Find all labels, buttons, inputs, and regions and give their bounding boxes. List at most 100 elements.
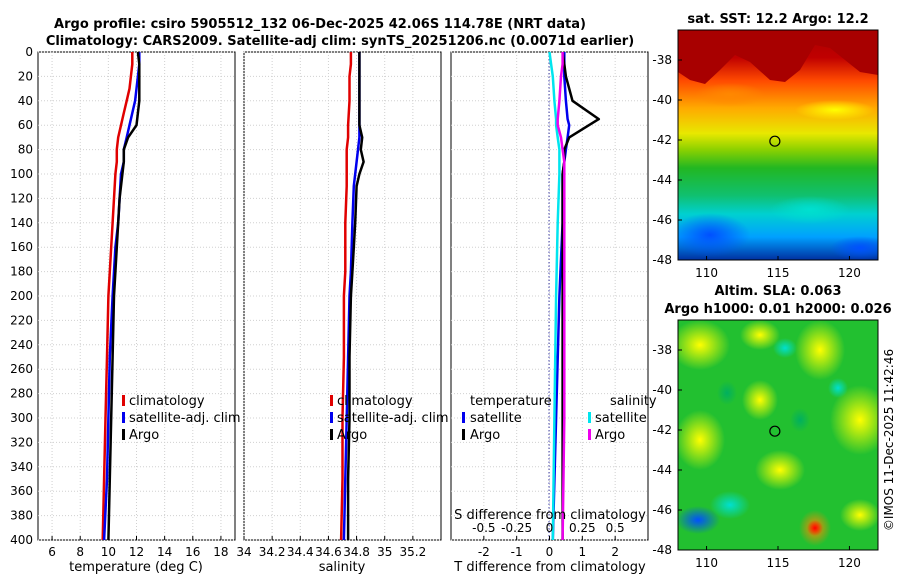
x-tick-label: 14 xyxy=(157,545,172,559)
depth-tick-label: 340 xyxy=(10,460,33,474)
lat-tick-label: -46 xyxy=(652,213,672,227)
x-tick-label: 1 xyxy=(579,545,587,559)
x-tick-label: 2 xyxy=(611,545,619,559)
lon-tick-label: 110 xyxy=(695,556,718,570)
series-line-temperature-argo xyxy=(561,51,601,540)
salinity-panel: 34 34.2 34.4 34.6 34.8 35 35.2 salinity climat… xyxy=(236,51,449,575)
lat-tick-label: -44 xyxy=(652,463,672,477)
t-difference-tick-labels: -2 -1 0 1 2 xyxy=(478,536,619,559)
salinity-grid xyxy=(243,51,441,541)
x-tick-label: 0 xyxy=(546,545,554,559)
temperature-panel: 0 20 40 60 80 100 120 140 160 180 200 220 240 260 280 3… xyxy=(10,45,241,575)
legend-swatch-climatology xyxy=(330,395,333,406)
legend-header-temperature: temperature xyxy=(470,394,552,409)
lon-tick-label: 115 xyxy=(767,556,790,570)
sla-heatmap xyxy=(678,320,878,550)
legend-swatch-s-satellite xyxy=(588,412,591,423)
sla-map-panel: Altim. SLA: 0.063 Argo h1000: 0.01 h2000… xyxy=(652,284,891,570)
s-difference-label: S difference from climatology xyxy=(454,508,646,523)
s-tick-label: -0.5 xyxy=(472,521,495,535)
temperature-xlabel: temperature (deg C) xyxy=(69,560,203,575)
lat-tick-label: -48 xyxy=(652,543,672,557)
s-tick-label: 0.25 xyxy=(569,521,596,535)
sla-lat-tick-labels: -38 -40 -42 -44 -46 -48 xyxy=(652,343,682,557)
legend-swatch-s-argo xyxy=(588,429,591,440)
temperature-lines xyxy=(101,51,141,541)
legend-swatch-satellite xyxy=(330,412,333,423)
depth-tick-label: 220 xyxy=(10,313,33,327)
lat-tick-label: -46 xyxy=(652,503,672,517)
temperature-legend: climatology satellite-adj. clim Argo xyxy=(122,394,241,443)
series-line-argo xyxy=(107,51,141,541)
salinity-tick-labels: 34 34.2 34.4 34.6 34.8 35 35.2 xyxy=(236,536,426,559)
legend-swatch-climatology xyxy=(122,395,125,406)
imos-watermark: ©IMOS 11-Dec-2025 11:42:46 xyxy=(882,349,896,531)
x-tick-label: 16 xyxy=(185,545,200,559)
s-tick-label: 0.5 xyxy=(606,521,625,535)
salinity-lines xyxy=(339,52,365,541)
difference-legend: temperature satellite Argo salinity sate… xyxy=(462,394,657,443)
lon-tick-label: 115 xyxy=(767,266,790,280)
depth-tick-label: 140 xyxy=(10,216,33,230)
depth-tick-label: 160 xyxy=(10,240,33,254)
legend-label-satellite: satellite-adj. clim xyxy=(337,411,449,426)
x-tick-label: 12 xyxy=(129,545,144,559)
legend-swatch-t-argo xyxy=(462,429,465,440)
depth-tick-label: 20 xyxy=(18,69,33,83)
depth-tick-label: 280 xyxy=(10,387,33,401)
t-difference-xlabel: T difference from climatology xyxy=(453,560,646,575)
depth-tick-label: 260 xyxy=(10,362,33,376)
lat-tick-label: -44 xyxy=(652,173,672,187)
depth-tick-label: 300 xyxy=(10,411,33,425)
x-tick-label: 34.6 xyxy=(315,545,342,559)
lon-tick-label: 120 xyxy=(838,556,861,570)
legend-label-climatology: climatology xyxy=(337,394,413,409)
legend-label-climatology: climatology xyxy=(129,394,205,409)
x-tick-label: 6 xyxy=(48,545,56,559)
legend-swatch-argo xyxy=(122,429,125,440)
x-tick-label: 34.2 xyxy=(259,545,286,559)
x-tick-label: 35 xyxy=(377,545,392,559)
series-line-climatology xyxy=(101,52,134,541)
lon-tick-label: 110 xyxy=(695,266,718,280)
legend-label-argo: Argo xyxy=(129,428,159,443)
legend-label-satellite: satellite-adj. clim xyxy=(129,411,241,426)
depth-tick-label: 120 xyxy=(10,191,33,205)
x-tick-label: 8 xyxy=(76,545,84,559)
argo-position-marker xyxy=(769,425,781,437)
x-tick-label: 34.8 xyxy=(343,545,370,559)
legend-label-s-satellite: satellite xyxy=(595,411,647,426)
sst-lat-tick-labels: -38 -40 -42 -44 -46 -48 xyxy=(652,53,682,267)
depth-tick-label: 380 xyxy=(10,509,33,523)
temperature-tick-labels: 6 8 10 12 14 16 18 xyxy=(48,536,229,559)
depth-tick-label: 180 xyxy=(10,265,33,279)
lat-tick-label: -38 xyxy=(652,343,672,357)
lat-tick-label: -48 xyxy=(652,253,672,267)
x-tick-label: -2 xyxy=(478,545,490,559)
lat-tick-label: -38 xyxy=(652,53,672,67)
sla-map-title-line1: Altim. SLA: 0.063 xyxy=(715,284,842,299)
sla-map-title-line2: Argo h1000: 0.01 h2000: 0.026 xyxy=(664,302,891,317)
series-line-climatology xyxy=(339,52,353,541)
depth-tick-labels: 0 20 40 60 80 100 120 140 160 180 200 220 240 260 280 3… xyxy=(10,45,33,547)
depth-tick-label: 100 xyxy=(10,167,33,181)
sst-heatmap xyxy=(678,30,878,260)
depth-tick-label: 40 xyxy=(18,94,33,108)
depth-tick-label: 400 xyxy=(10,533,33,547)
legend-swatch-argo xyxy=(330,429,333,440)
s-tick-label: 0 xyxy=(546,521,554,535)
legend-label-t-satellite: satellite xyxy=(470,411,522,426)
x-tick-label: 34.4 xyxy=(287,545,314,559)
depth-tick-label: 320 xyxy=(10,435,33,449)
lat-tick-label: -40 xyxy=(652,383,672,397)
figure-title-line1: Argo profile: csiro 5905512_132 06-Dec-2… xyxy=(54,17,586,32)
depth-tick-label: 0 xyxy=(25,45,33,59)
legend-label-t-argo: Argo xyxy=(470,428,500,443)
legend-header-salinity: salinity xyxy=(610,394,657,409)
s-difference-tick-labels: -0.5 -0.25 0 0.25 0.5 xyxy=(472,521,625,535)
legend-label-argo: Argo xyxy=(337,428,367,443)
x-tick-label: 18 xyxy=(213,545,228,559)
x-tick-label: 35.2 xyxy=(399,545,426,559)
depth-tick-label: 60 xyxy=(18,118,33,132)
